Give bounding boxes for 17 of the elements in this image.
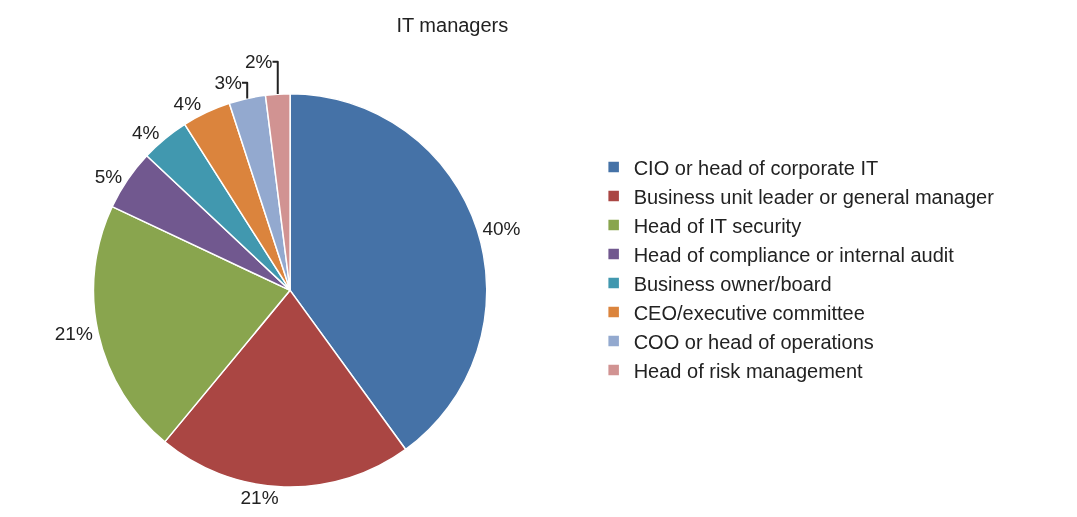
legend-label: Business owner/board <box>633 272 832 295</box>
legend-label: CIO or head of corporate IT <box>633 156 879 179</box>
legend-label: COO or head of operations <box>633 330 874 353</box>
data-label: 5% <box>94 166 123 187</box>
legend-label: CEO/executive committee <box>633 301 865 324</box>
data-label: 21% <box>54 323 93 345</box>
legend-label: Head of risk management <box>633 359 864 382</box>
legend-label: Head of IT security <box>633 214 802 237</box>
legend-label: Business unit leader or general manager <box>633 185 995 208</box>
data-label: 4% <box>173 93 202 115</box>
chart-title: IT managers <box>396 14 509 37</box>
legend-label: Head of compliance or internal audit <box>633 243 955 266</box>
data-label: 3% <box>214 72 242 94</box>
data-label: 2% <box>244 51 273 73</box>
data-label: 4% <box>131 122 160 144</box>
data-label: 40% <box>482 218 521 240</box>
data-label: 21% <box>240 486 279 508</box>
